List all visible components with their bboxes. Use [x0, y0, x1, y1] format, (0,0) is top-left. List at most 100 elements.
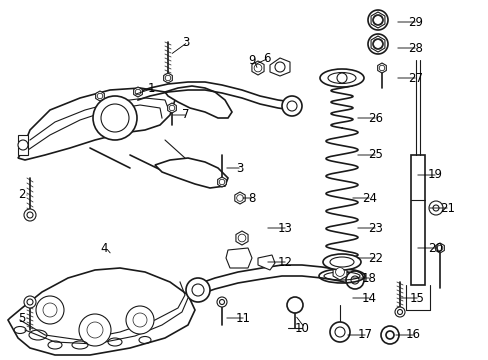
Text: 16: 16 — [405, 328, 420, 342]
Circle shape — [432, 205, 438, 211]
Polygon shape — [18, 135, 28, 155]
Circle shape — [217, 297, 226, 307]
Text: 27: 27 — [407, 72, 422, 85]
Circle shape — [286, 297, 303, 313]
Circle shape — [24, 209, 36, 221]
Circle shape — [380, 326, 398, 344]
Text: 6: 6 — [263, 51, 270, 64]
Polygon shape — [410, 155, 424, 285]
Polygon shape — [234, 192, 244, 204]
Circle shape — [93, 96, 137, 140]
Circle shape — [385, 331, 393, 339]
Polygon shape — [370, 36, 384, 52]
Polygon shape — [8, 268, 195, 355]
Text: 1: 1 — [148, 81, 155, 94]
Polygon shape — [155, 158, 227, 188]
Polygon shape — [167, 103, 176, 113]
Circle shape — [43, 303, 57, 317]
Text: 21: 21 — [439, 202, 454, 215]
Text: 24: 24 — [361, 192, 376, 204]
Circle shape — [372, 39, 382, 49]
Circle shape — [367, 10, 387, 30]
Circle shape — [169, 105, 174, 111]
Text: 25: 25 — [367, 148, 382, 162]
Polygon shape — [269, 58, 289, 76]
Circle shape — [126, 306, 154, 334]
Text: 29: 29 — [407, 15, 422, 28]
Circle shape — [97, 93, 102, 99]
Text: 13: 13 — [278, 221, 292, 234]
Text: 7: 7 — [182, 108, 189, 122]
Text: 10: 10 — [294, 321, 309, 334]
Circle shape — [101, 104, 129, 132]
Circle shape — [286, 101, 296, 111]
Circle shape — [372, 15, 382, 25]
Text: 26: 26 — [367, 112, 382, 125]
Circle shape — [24, 296, 36, 308]
Polygon shape — [377, 63, 386, 73]
Circle shape — [238, 234, 245, 242]
Circle shape — [379, 65, 384, 71]
Polygon shape — [225, 248, 251, 268]
Polygon shape — [18, 88, 175, 160]
Circle shape — [133, 313, 147, 327]
Text: 5: 5 — [18, 311, 25, 324]
Circle shape — [373, 15, 382, 24]
Circle shape — [254, 64, 261, 72]
Text: 18: 18 — [361, 271, 376, 284]
Text: 17: 17 — [357, 328, 372, 342]
Polygon shape — [370, 12, 384, 28]
Circle shape — [87, 322, 103, 338]
Circle shape — [236, 195, 243, 201]
Text: 15: 15 — [409, 292, 424, 305]
Text: 9: 9 — [247, 54, 255, 67]
Circle shape — [350, 276, 358, 284]
Text: 3: 3 — [236, 162, 243, 175]
Polygon shape — [332, 264, 346, 280]
Circle shape — [219, 179, 224, 185]
Text: 8: 8 — [247, 192, 255, 204]
Text: 3: 3 — [182, 36, 189, 49]
Text: 22: 22 — [367, 252, 382, 265]
Circle shape — [192, 284, 203, 296]
Circle shape — [373, 40, 382, 48]
Circle shape — [394, 307, 404, 317]
Circle shape — [346, 271, 363, 289]
Polygon shape — [96, 91, 104, 101]
Polygon shape — [251, 61, 264, 75]
Text: 11: 11 — [236, 311, 250, 324]
Circle shape — [367, 34, 387, 54]
Circle shape — [282, 96, 302, 116]
Polygon shape — [133, 87, 142, 97]
Text: 20: 20 — [427, 242, 442, 255]
Circle shape — [27, 299, 33, 305]
Ellipse shape — [319, 69, 363, 87]
Circle shape — [185, 278, 209, 302]
Circle shape — [428, 201, 442, 215]
Circle shape — [27, 212, 33, 218]
Circle shape — [397, 310, 402, 315]
Polygon shape — [163, 73, 172, 83]
Circle shape — [79, 314, 111, 346]
Circle shape — [335, 267, 344, 276]
Circle shape — [336, 73, 346, 83]
Circle shape — [274, 62, 285, 72]
Text: 4: 4 — [100, 242, 107, 255]
Circle shape — [36, 296, 64, 324]
Text: 14: 14 — [361, 292, 376, 305]
Text: 28: 28 — [407, 41, 422, 54]
Circle shape — [329, 322, 349, 342]
Circle shape — [219, 300, 224, 305]
Circle shape — [436, 245, 442, 251]
Ellipse shape — [323, 254, 360, 270]
Text: 2: 2 — [18, 189, 25, 202]
Polygon shape — [217, 177, 226, 187]
Polygon shape — [164, 86, 231, 118]
Text: 19: 19 — [427, 168, 442, 181]
Circle shape — [165, 75, 170, 81]
Circle shape — [334, 327, 345, 337]
Polygon shape — [258, 255, 274, 270]
Circle shape — [18, 140, 28, 150]
Circle shape — [135, 89, 141, 95]
Text: 12: 12 — [278, 256, 292, 269]
